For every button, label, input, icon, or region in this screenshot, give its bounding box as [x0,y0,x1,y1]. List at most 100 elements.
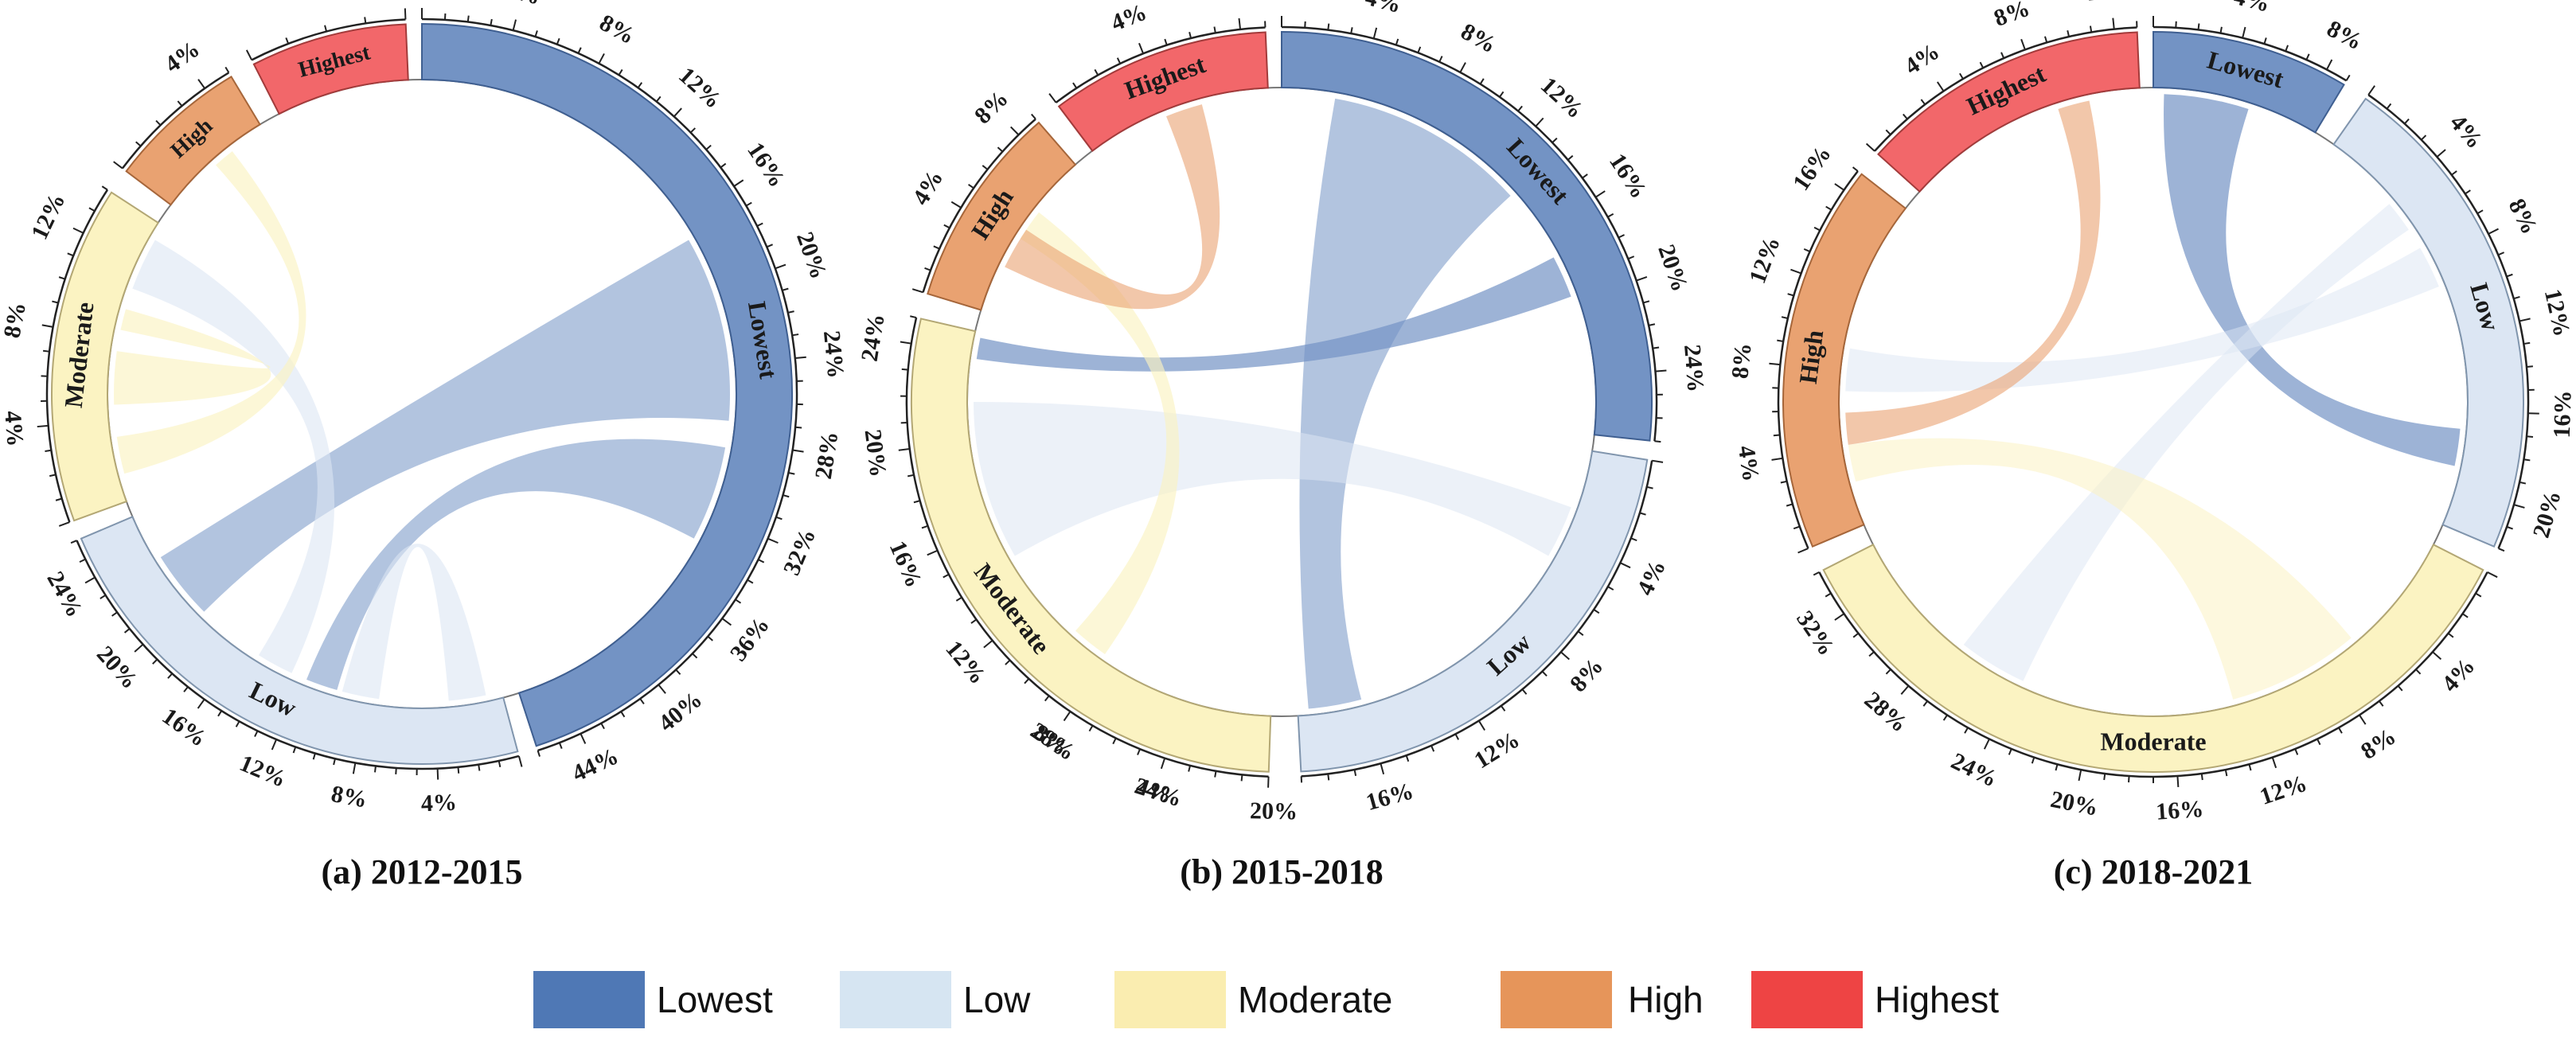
segment-axis [1874,26,2137,152]
tick [556,37,560,45]
tick [1793,525,1801,530]
tick [373,766,377,773]
tick [721,618,732,626]
chord-ribbon-lowest [160,240,730,612]
tick [1350,27,1353,34]
tick [312,753,316,760]
legend-label-high: High [1628,979,1704,1020]
tick [2103,773,2106,781]
segment-lowest [1281,30,1653,442]
tick-label: 4% [0,410,29,448]
tick [1654,440,1661,443]
tick [1044,695,1050,702]
tick [1786,503,1793,507]
tick [534,30,538,37]
tick [1618,234,1625,239]
tick [1541,670,1548,677]
tick [517,755,523,767]
tick [795,426,802,429]
tick [271,739,278,751]
chord-ribbon-moderate [1020,212,1180,655]
tick [2338,727,2343,734]
tick [512,19,517,31]
tick [2055,764,2059,771]
tick-label: 16% [158,703,212,752]
tick [1521,688,1528,695]
tick [1560,651,1570,661]
chord-ribbon-high [1005,104,1220,310]
tick [1517,105,1523,112]
tick-label: 36% [725,612,775,666]
tick [913,500,920,504]
tick-label: 20% [2528,488,2566,541]
tick-label: 20% [791,228,832,283]
chord-panels: Lowest4%8%12%16%20%24%28%32%36%40%44%Low… [0,0,2576,891]
tick [1803,248,1810,252]
tick [72,227,84,234]
tick [2465,189,2471,195]
tick [2294,748,2299,755]
tick [1852,166,1859,172]
tick-label: 12% [1536,72,1588,123]
tick [1942,714,1948,721]
tick [197,79,205,89]
tick [1771,457,1783,461]
tick [655,96,662,103]
tick [2451,170,2457,176]
tick-label: 4% [907,166,949,210]
tick [558,742,563,749]
tick [52,300,59,304]
tick-label: 16% [2549,390,2576,439]
tick [101,185,108,191]
segment-highest [1877,31,2141,193]
tick [787,310,794,314]
tick [2271,757,2277,769]
tick [466,15,470,22]
tick-label: 8% [970,85,1013,129]
tick [1593,609,1600,614]
tick [135,141,142,147]
tick [907,474,915,478]
tick [2526,365,2533,368]
segment-axis [922,118,1036,293]
tick [1024,678,1030,684]
tick [404,8,407,20]
segment-axis [76,540,520,770]
tick [1769,362,1781,366]
legend-swatch-moderate [1114,971,1226,1028]
tick-label: 12% [236,750,290,793]
tick [1137,748,1141,755]
tick [1652,459,1664,463]
tick [1885,129,1891,135]
tick [1813,226,1821,232]
tick-label: 20% [1250,797,1298,825]
tick [618,68,623,76]
tick-label: 24% [857,312,890,363]
tick [1639,512,1646,516]
segment-label-high: High [1793,328,1829,385]
tick [1797,548,1809,554]
tick [478,764,481,771]
tick [1438,56,1443,63]
tick [1030,113,1036,120]
tick-label: 20% [860,428,892,479]
legend-label-low: Low [963,979,1031,1020]
tick-label: 4% [160,36,205,78]
tick [1372,27,1378,39]
tick [113,161,123,170]
tick [70,540,77,544]
tick [333,758,336,766]
tick-label: 8% [0,300,31,340]
tick-label: 20% [92,641,143,694]
tick [1630,537,1637,542]
tick-label: 8% [2323,15,2367,55]
segment-highest [1057,31,1269,152]
tick [84,576,96,584]
tick [1138,42,1145,54]
tick [997,146,1004,153]
chord-ribbon-low [132,240,335,673]
tick [775,263,786,270]
tick [1773,434,1780,437]
tick [2397,685,2403,692]
tick [254,730,259,737]
